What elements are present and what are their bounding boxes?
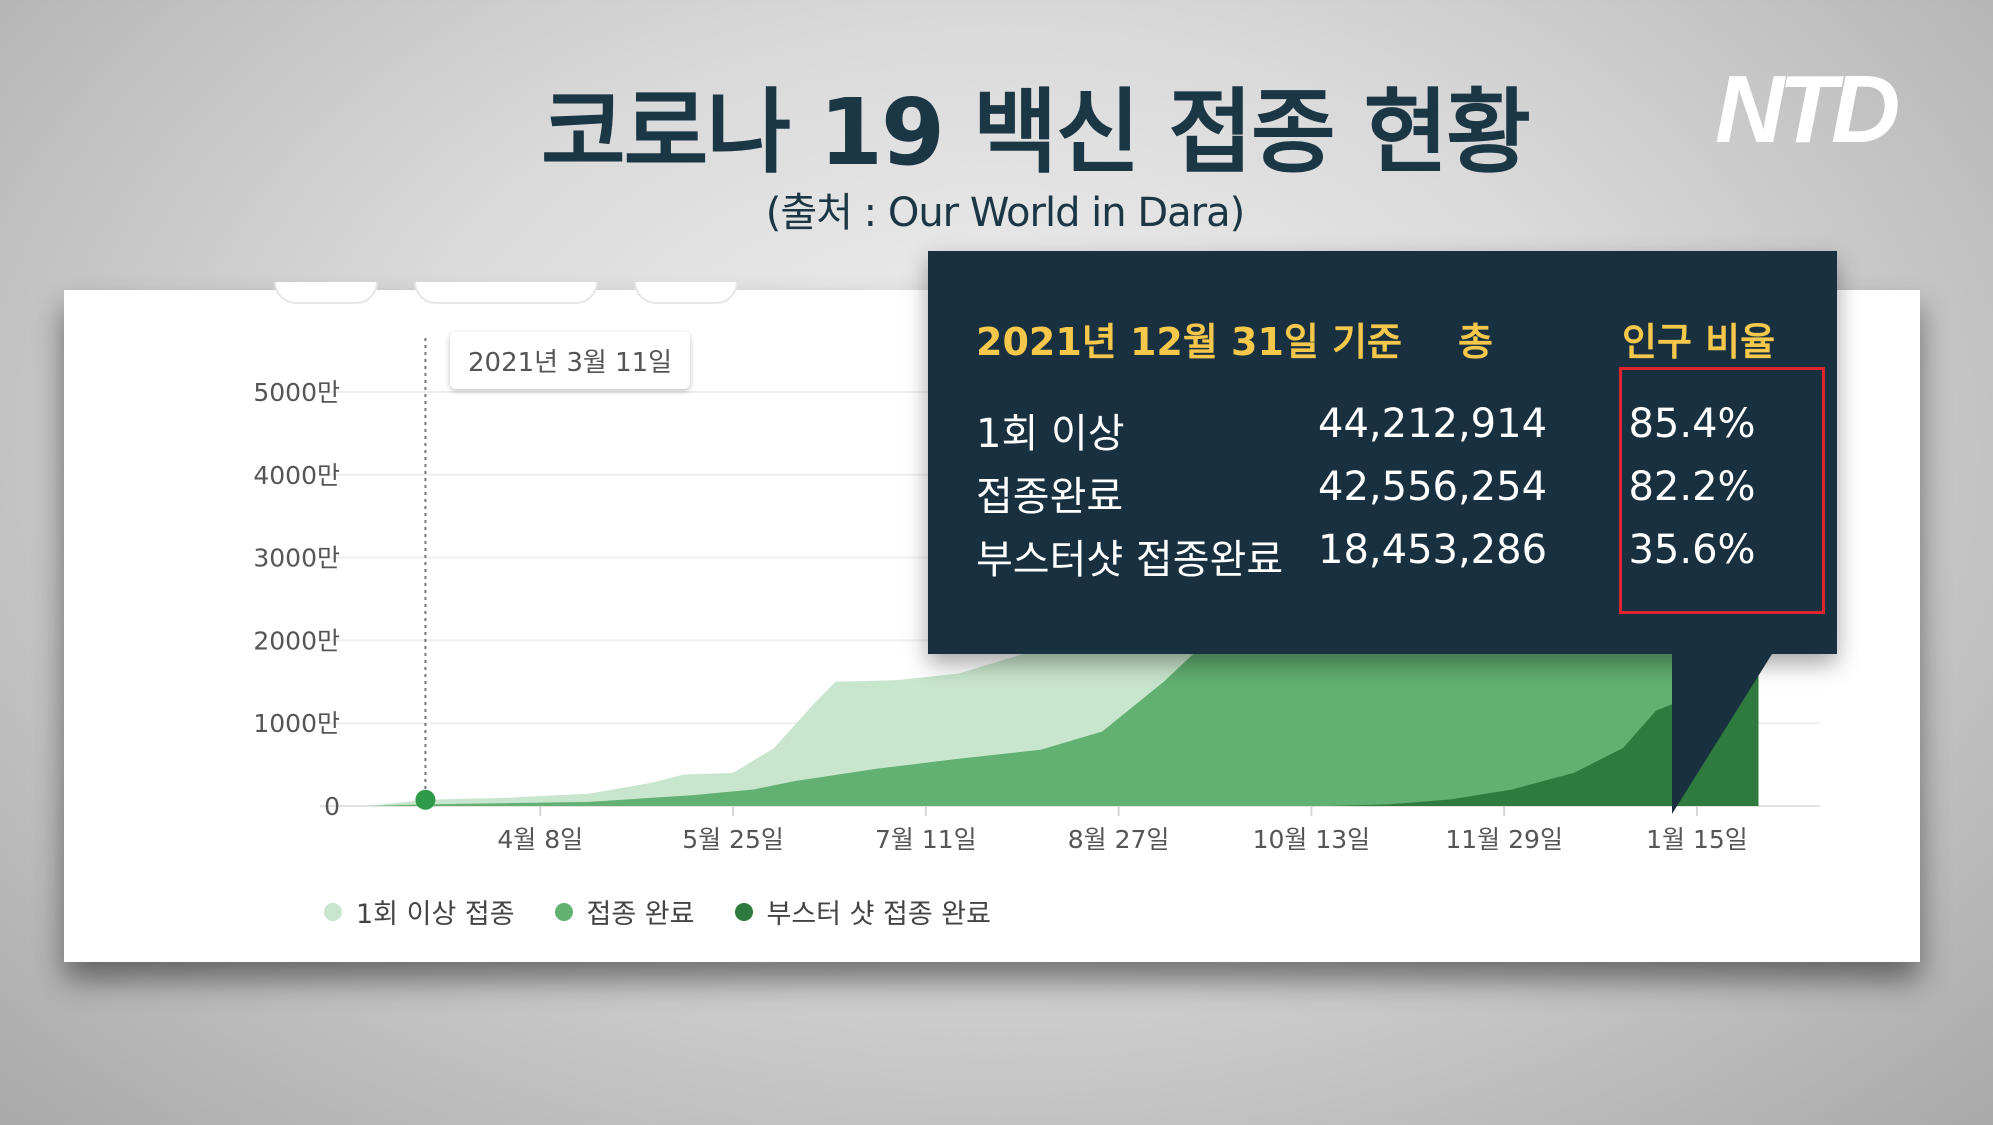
x-tick-label: 1월 15일 — [1646, 825, 1748, 854]
summary-row-total: 42,556,254 — [1318, 464, 1548, 510]
ntd-logo: NTD — [1715, 56, 1900, 163]
x-tick-label: 8월 27일 — [1068, 825, 1170, 854]
summary-row-total: 44,212,914 — [1318, 401, 1548, 447]
legend-label: 1회 이상 접종 — [356, 899, 515, 930]
x-tick-label: 10월 13일 — [1253, 825, 1371, 854]
summary-row-ratio: 85.4% — [1628, 401, 1756, 447]
ratio-highlight-box — [1619, 367, 1825, 614]
summary-date-header: 2021년 12월 31일 기준 — [976, 320, 1403, 364]
summary-row-total: 18,453,286 — [1318, 527, 1548, 573]
summary-total-header: 총 — [1458, 320, 1493, 364]
legend-item[interactable]: 1회 이상 접종 — [324, 892, 515, 931]
x-tick-label: 11월 29일 — [1445, 825, 1563, 854]
summary-ratio-header: 인구 비율 — [1622, 320, 1776, 364]
summary-row-label: 접종완료 — [976, 474, 1124, 520]
legend-dot-icon — [554, 902, 573, 921]
legend-label: 부스터 샷 접종 완료 — [766, 899, 991, 930]
summary-row-label: 1회 이상 — [976, 411, 1125, 457]
summary-row-ratio: 35.6% — [1628, 527, 1756, 573]
y-tick-label: 2000만 — [253, 626, 340, 655]
page-title: 코로나 19 백신 접종 현황 — [541, 79, 1531, 186]
x-tick-label: 4월 8일 — [497, 825, 583, 854]
summary-row-label: 부스터샷 접종완료 — [976, 537, 1284, 583]
y-tick-label: 0 — [324, 792, 340, 821]
series-area — [368, 653, 1759, 806]
legend-dot-icon — [324, 902, 342, 921]
x-tick-label: 5월 25일 — [682, 825, 784, 854]
date-tooltip: 2021년 3월 11일 — [450, 332, 691, 389]
legend-label: 접종 완료 — [586, 899, 695, 930]
summary-row-ratio: 82.2% — [1628, 464, 1756, 510]
chart-legend: 1회 이상 접종 접종 완료 부스터 샷 접종 완료 — [324, 892, 991, 931]
page-subtitle: (출처 : Our World in Dara) — [765, 190, 1246, 236]
y-tick-label: 1000만 — [253, 709, 340, 738]
date-marker-point — [415, 789, 436, 810]
y-tick-label: 5000만 — [253, 378, 340, 407]
x-tick-label: 7월 11일 — [875, 825, 977, 854]
summary-callout: 2021년 12월 31일 기준 총 인구 비율 1회 이상 44,212,91… — [928, 251, 1837, 654]
legend-item[interactable]: 부스터 샷 접종 완료 — [734, 892, 991, 931]
legend-dot-icon — [734, 902, 753, 921]
y-tick-label: 3000만 — [253, 544, 340, 573]
y-tick-label: 4000만 — [253, 461, 340, 490]
callout-pointer — [1672, 654, 1772, 814]
legend-item[interactable]: 접종 완료 — [554, 892, 695, 931]
axis-labels: 0 1000만 2000만 3000만 4000만 5000만 4월 8일 5월 25일 7월 … — [253, 378, 1747, 854]
marker-layer — [415, 338, 436, 810]
